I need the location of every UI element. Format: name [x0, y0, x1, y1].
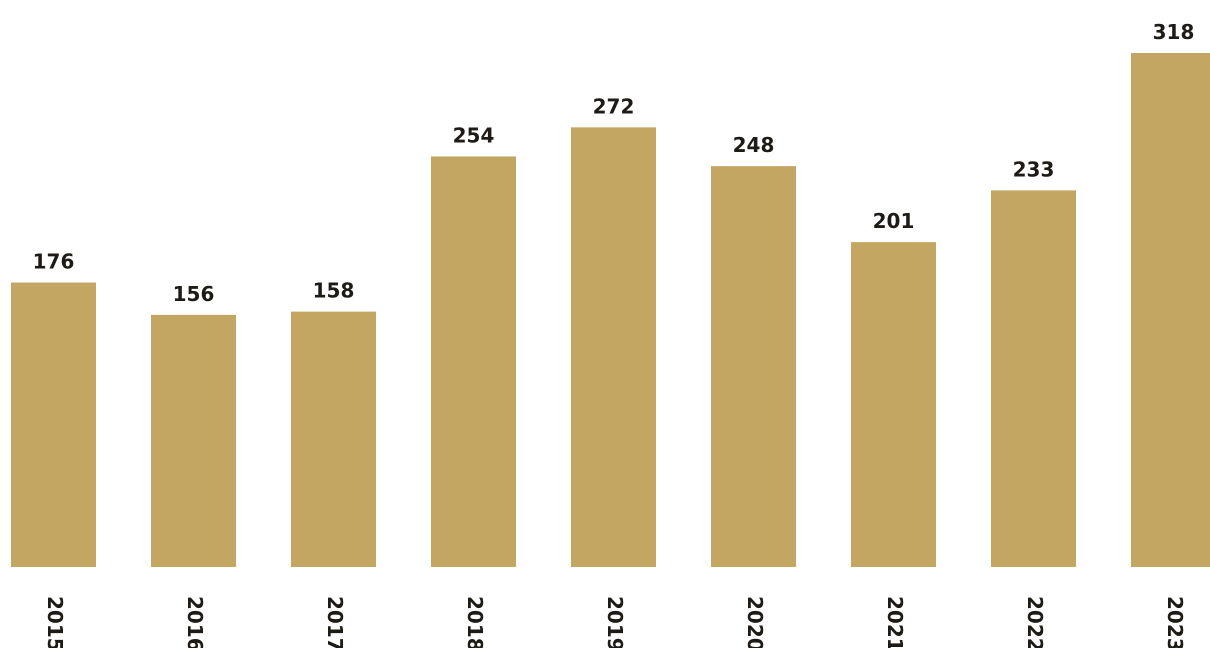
value-label-2019: 272: [593, 94, 635, 118]
bar-2019: [571, 127, 656, 567]
value-label-2018: 254: [453, 123, 495, 147]
x-tick-labels-group: 2015 2016 2017 2018 2019 2020 2021 2022 2023: [43, 596, 1187, 648]
value-label-2017: 158: [313, 279, 355, 303]
x-tick-label-2018: 2018: [463, 596, 487, 648]
bar-2015: [11, 282, 96, 567]
x-tick-label-2021: 2021: [883, 596, 907, 648]
value-label-2023: 318: [1153, 20, 1195, 44]
x-tick-label-2016: 2016: [183, 596, 207, 648]
value-label-2021: 201: [873, 209, 915, 233]
value-label-2015: 176: [33, 250, 75, 274]
bar-2022: [991, 190, 1076, 567]
x-tick-label-2023: 2023: [1163, 596, 1187, 648]
bar-2017: [291, 311, 376, 567]
x-tick-label-2022: 2022: [1023, 596, 1047, 648]
value-label-2022: 233: [1013, 157, 1055, 181]
x-tick-label-2019: 2019: [603, 596, 627, 648]
value-label-2016: 156: [173, 282, 215, 306]
bar-2020: [711, 166, 796, 567]
x-tick-label-2017: 2017: [323, 596, 347, 648]
value-labels-group: 176 156 158 254 272 248 201 233 318: [33, 20, 1195, 306]
value-label-2020: 248: [733, 133, 775, 157]
x-tick-label-2015: 2015: [43, 596, 67, 648]
x-tick-label-2020: 2020: [743, 596, 767, 648]
bar-2016: [151, 314, 236, 567]
bar-2021: [851, 242, 936, 567]
bar-2023: [1131, 53, 1210, 567]
bar-2018: [431, 156, 516, 567]
bars-group: [11, 53, 1210, 567]
